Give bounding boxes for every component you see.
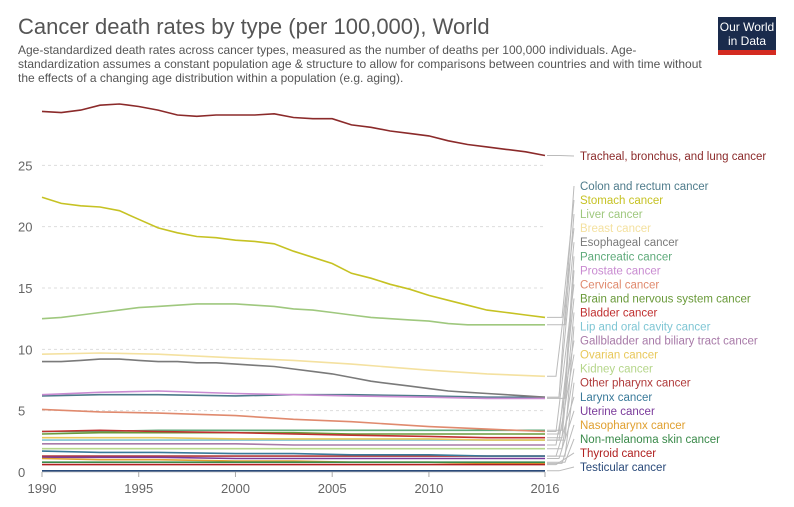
series-line-9 (41, 431, 545, 435)
series-line-17 (42, 456, 545, 460)
chart-title: Cancer death rates by type (per 100,000)… (18, 14, 490, 39)
legend-label-8: Cervical cancer (580, 279, 659, 291)
series-line-5 (42, 358, 546, 398)
owid-logo[interactable]: Our World in Data (718, 17, 776, 55)
legend-label-11: Lip and oral cavity cancer (580, 322, 711, 334)
legend-connector-4 (547, 228, 575, 377)
legend-label-5: Esophageal cancer (580, 237, 679, 249)
x-tick-label-2000: 2000 (221, 481, 250, 496)
series-line-3 (41, 303, 545, 326)
x-tick-label-2016: 2016 (531, 481, 560, 496)
legend-connector-8 (547, 284, 575, 432)
y-axis: 0 5 10 15 20 25 (18, 158, 32, 480)
logo-line-1: Our World (719, 20, 775, 34)
legend-label-13: Ovarian cancer (580, 350, 658, 362)
legend-connector-9 (547, 298, 575, 435)
legend-connector-5 (547, 242, 575, 398)
legend-connector-2 (547, 200, 575, 318)
legend-label-0: Tracheal, bronchus, and lung cancer (580, 151, 766, 163)
y-tick-label-15: 15 (18, 281, 32, 296)
y-tick-label-20: 20 (18, 220, 32, 235)
legend-label-10: Bladder cancer (580, 307, 658, 319)
legend-label-21: Testicular cancer (580, 462, 666, 474)
x-tick-label-2010: 2010 (414, 481, 443, 496)
legend-label-1: Colon and rectum cancer (580, 181, 709, 193)
series-line-7 (41, 390, 545, 400)
series-line-10 (41, 429, 545, 439)
legend-label-15: Other pharynx cancer (580, 378, 691, 390)
legend-label-12: Gallbladder and biliary tract cancer (580, 336, 758, 348)
series-line-4 (41, 352, 546, 378)
series-line-16 (41, 450, 545, 457)
y-tick-label-10: 10 (18, 342, 32, 357)
x-axis: 1990 1995 2000 2005 2010 2016 (28, 472, 560, 496)
y-tick-label-0: 0 (18, 465, 25, 480)
grid-lines (42, 164, 545, 473)
x-tick-label-2005: 2005 (318, 481, 347, 496)
legend-label-20: Thyroid cancer (580, 448, 656, 460)
legend-connector-16 (547, 396, 575, 457)
legend-label-19: Non-melanoma skin cancer (580, 434, 720, 446)
legend-label-2: Stomach cancer (580, 195, 663, 207)
series-line-0 (41, 103, 546, 157)
legend-label-16: Larynx cancer (580, 392, 652, 404)
series-line-8 (41, 408, 546, 433)
legend-label-3: Liver cancer (580, 209, 643, 221)
chart-subtitle: Age-standardized death rates across canc… (18, 43, 702, 85)
legend-label-18: Nasopharynx cancer (580, 420, 686, 432)
legend-label-6: Pancreatic cancer (580, 251, 672, 263)
legend-label-14: Kidney cancer (580, 364, 653, 376)
legend-connector-0 (547, 155, 575, 157)
legend-connector-19 (547, 438, 575, 463)
y-tick-label-25: 25 (18, 158, 32, 173)
legend-connector-17 (547, 410, 575, 459)
x-tick-label-1995: 1995 (124, 481, 153, 496)
legend: Tracheal, bronchus, and lung cancer Colon… (580, 151, 766, 474)
x-tick-label-1990: 1990 (28, 481, 57, 496)
series-line-13 (42, 436, 545, 441)
legend-connector-13 (547, 354, 575, 441)
legend-label-4: Breast cancer (580, 223, 651, 235)
legend-connector-21 (547, 466, 575, 472)
legend-label-17: Uterine cancer (580, 406, 655, 418)
legend-label-9: Brain and nervous system cancer (580, 293, 751, 305)
legend-connector-12 (547, 340, 575, 446)
legend-connector-18 (547, 424, 575, 464)
series-line-12 (42, 442, 545, 446)
legend-connector-20 (547, 452, 575, 466)
legend-connectors (547, 155, 575, 472)
legend-label-7: Prostate cancer (580, 265, 661, 277)
y-tick-label-5: 5 (18, 404, 25, 419)
logo-line-2: in Data (727, 34, 767, 48)
series-lines (41, 103, 546, 472)
series-line-2 (41, 196, 546, 319)
